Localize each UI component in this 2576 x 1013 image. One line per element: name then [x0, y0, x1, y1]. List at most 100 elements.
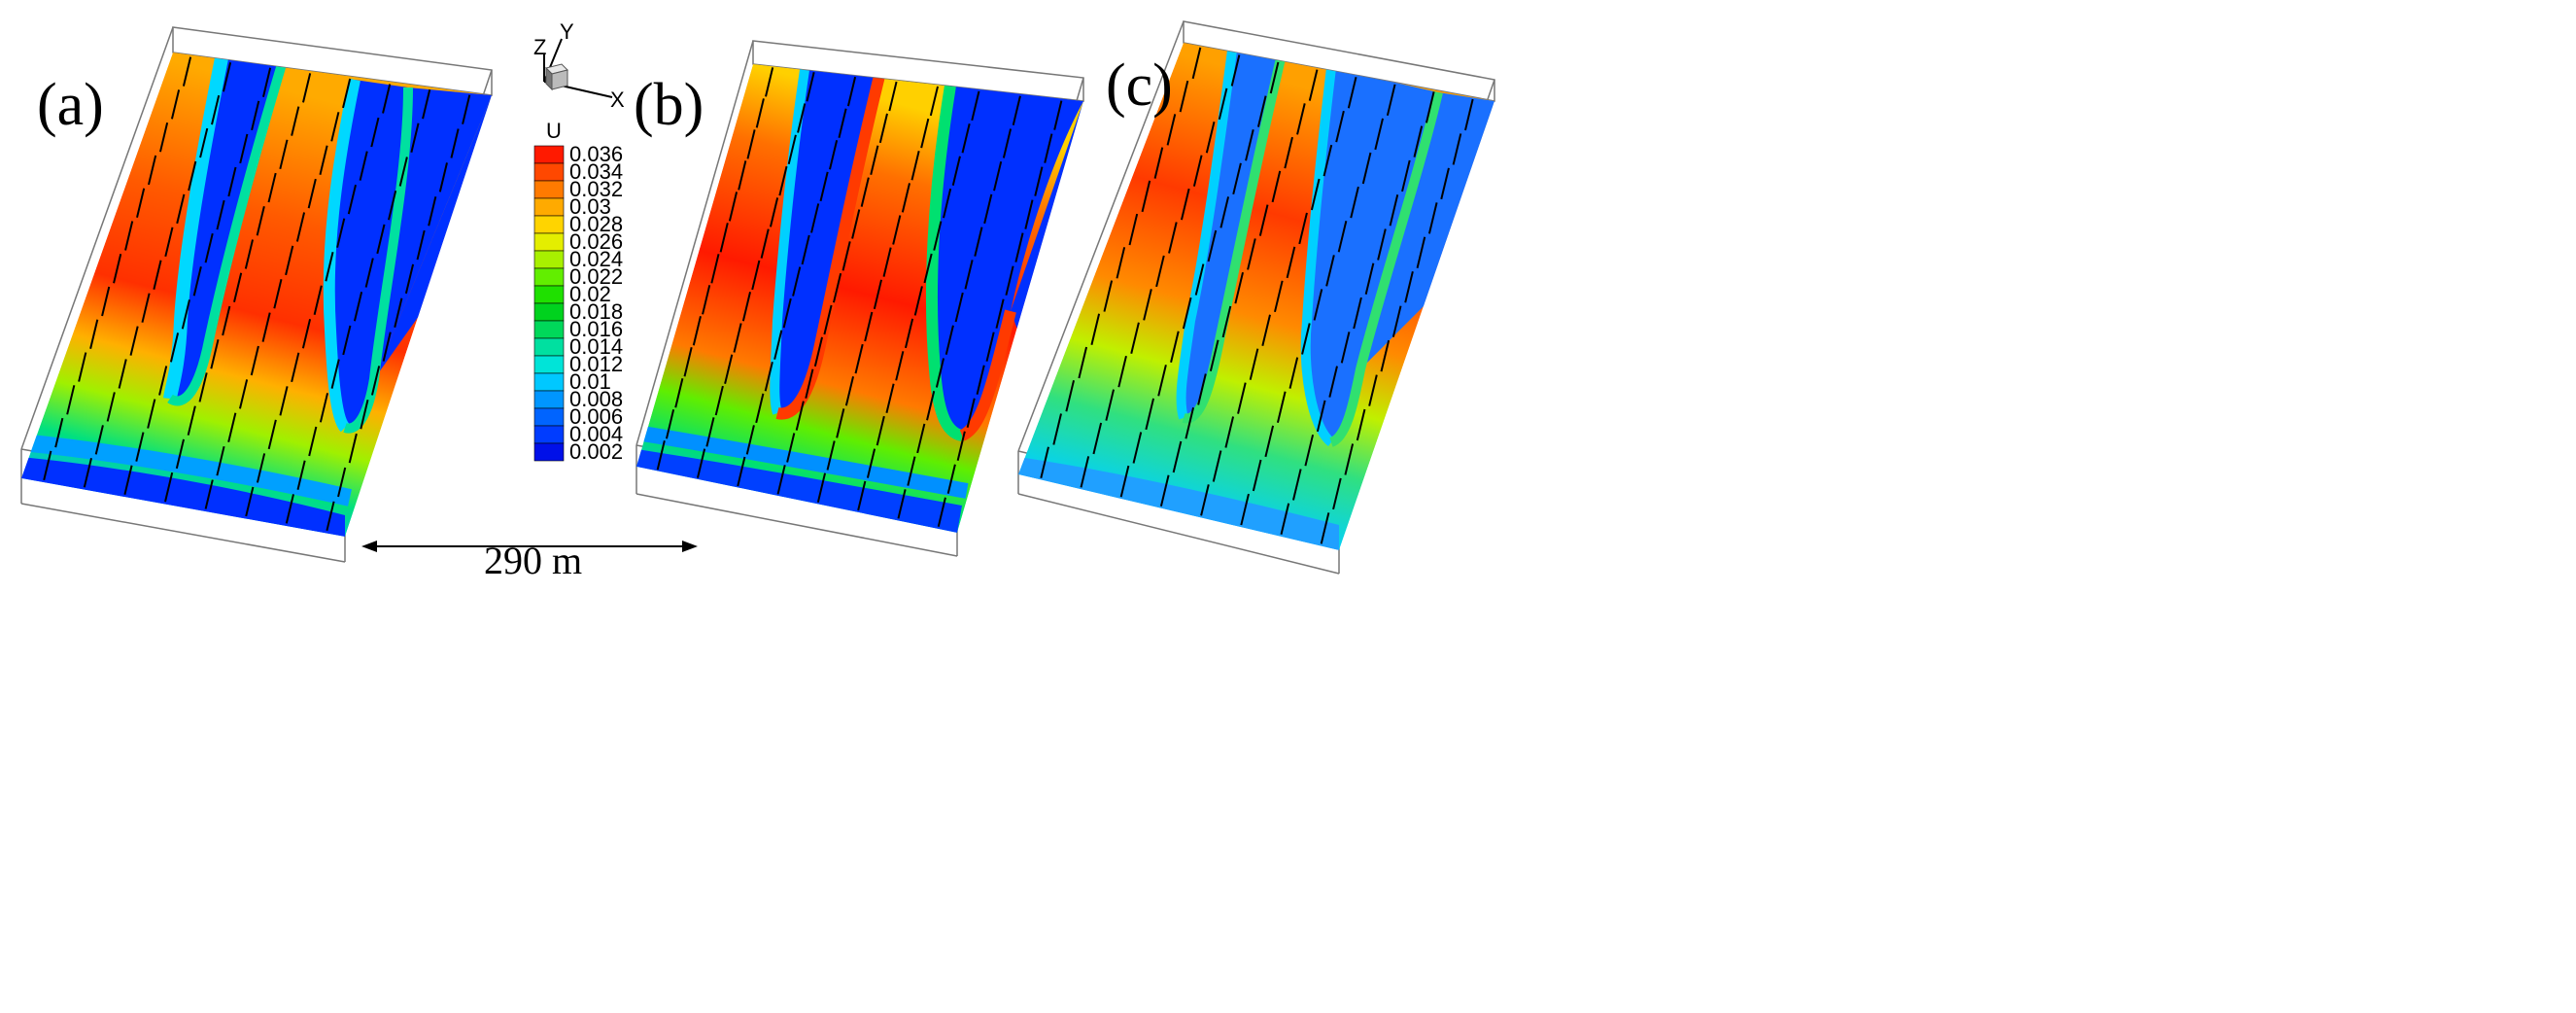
velocity-vector-tick: [933, 221, 943, 251]
velocity-vector-tick: [1185, 406, 1195, 439]
velocity-vector-tick: [801, 234, 810, 265]
velocity-vector-tick: [1325, 255, 1335, 287]
legend-swatch: [533, 197, 565, 217]
velocity-vector-tick: [1170, 331, 1180, 363]
velocity-vector-tick: [94, 425, 104, 455]
velocity-vector-tick: [106, 392, 116, 422]
velocity-vector-tick: [832, 272, 842, 303]
velocity-vector-tick: [43, 450, 52, 481]
velocity-vector-tick: [1308, 69, 1319, 101]
velocity-vector-tick: [765, 67, 774, 97]
velocity-vector-tick: [164, 472, 174, 503]
panel-b-label: (b): [634, 72, 704, 138]
velocity-vector-tick: [199, 127, 209, 158]
velocity-vector-tick: [438, 162, 448, 192]
velocity-vector-tick: [147, 399, 156, 429]
velocity-vector-tick: [1328, 366, 1338, 398]
velocity-vector-tick: [901, 183, 911, 213]
velocity-vector-tick: [1192, 155, 1203, 187]
velocity-vector-tick: [398, 157, 408, 187]
velocity-vector-tick: [964, 260, 974, 290]
velocity-vector-tick: [1224, 416, 1235, 448]
velocity-vector-tick: [946, 464, 956, 494]
velocity-vector-tick: [308, 426, 318, 457]
velocity-vector-tick: [929, 86, 939, 117]
y-axis-label: Y: [560, 19, 574, 44]
velocity-vector-tick: [450, 128, 460, 158]
velocity-vector-tick: [141, 293, 151, 323]
legend-swatch: [533, 355, 565, 374]
velocity-vector-tick: [737, 456, 746, 487]
velocity-vector-tick: [878, 113, 888, 144]
velocity-vector-tick: [410, 122, 420, 154]
velocity-vector-tick: [1368, 374, 1378, 406]
velocity-vector-tick: [353, 292, 363, 322]
velocity-vector-tick: [342, 78, 352, 109]
velocity-vector-tick: [797, 103, 807, 133]
velocity-vector-tick: [995, 298, 1005, 329]
velocity-vector-tick: [888, 81, 898, 112]
velocity-vector-tick: [724, 354, 734, 385]
velocity-vector-tick: [330, 112, 340, 142]
velocity-vector-tick: [1237, 382, 1247, 414]
panel-a-vector-ticks: [43, 56, 471, 532]
legend-level-label: 0.002: [569, 439, 623, 464]
velocity-vector-tick: [665, 409, 675, 439]
velocity-vector-tick: [1117, 355, 1127, 388]
velocity-vector-tick: [1261, 314, 1271, 346]
legend-swatch: [533, 162, 565, 182]
velocity-vector-tick: [1288, 357, 1299, 389]
velocity-vector-tick: [267, 419, 277, 450]
velocity-vector-tick: [1080, 456, 1090, 488]
legend-level-label: 0.028: [569, 212, 623, 236]
legend-level-label: 0.008: [569, 387, 623, 411]
z-axis-label: Z: [533, 35, 546, 59]
velocity-vector-tick: [227, 166, 237, 197]
velocity-vector-tick: [782, 297, 792, 329]
velocity-vector-tick: [330, 359, 340, 389]
velocity-vector-tick: [301, 319, 312, 349]
panel-a-label: (a): [37, 72, 104, 138]
panel-b-vector-ticks: [656, 67, 1063, 527]
velocity-vector-tick: [1182, 297, 1192, 330]
velocity-vector-tick: [326, 501, 335, 532]
velocity-vector-tick: [1340, 332, 1351, 364]
velocity-vector-tick: [1320, 512, 1330, 544]
velocity-vector-tick: [966, 398, 976, 428]
velocity-vector-tick: [1159, 474, 1170, 506]
velocity-vector-tick: [738, 160, 747, 191]
legend-swatch: [533, 285, 565, 304]
velocity-vector-tick: [1274, 280, 1284, 313]
velocity-vector-tick: [1130, 322, 1140, 354]
velocity-vector-tick: [1316, 400, 1326, 433]
velocity-vector-tick: [1044, 133, 1053, 163]
velocity-vector-tick: [1128, 213, 1139, 246]
velocity-vector-tick: [983, 193, 993, 225]
panel-b-contour-surface: [636, 64, 1083, 533]
legend-level-label: 0.022: [569, 264, 623, 289]
velocity-vector-tick: [169, 332, 180, 363]
velocity-vector-tick: [787, 134, 797, 165]
velocity-vector-tick: [1194, 263, 1205, 296]
velocity-vector-tick: [851, 209, 861, 239]
scale-arrow-right-icon: [682, 541, 698, 552]
velocity-vector-tick: [188, 160, 197, 192]
velocity-vector-tick: [751, 260, 761, 291]
velocity-vector-tick: [692, 316, 702, 346]
velocity-vector-tick: [239, 133, 249, 164]
velocity-vector-tick: [860, 177, 870, 207]
velocity-vector-tick: [916, 423, 926, 454]
velocity-vector-tick: [1119, 465, 1130, 498]
velocity-vector-tick: [422, 88, 431, 120]
velocity-vector-tick: [1166, 114, 1177, 146]
velocity-vector-tick: [846, 76, 857, 107]
velocity-vector-tick: [256, 206, 265, 236]
velocity-vector-tick: [1361, 152, 1372, 185]
velocity-vector-tick: [897, 489, 907, 519]
velocity-vector-tick: [813, 336, 824, 367]
velocity-vector-tick: [1298, 212, 1308, 245]
velocity-vector-tick: [394, 297, 403, 328]
panel-c-vector-ticks: [1040, 47, 1474, 544]
velocity-vector-tick: [1240, 493, 1250, 526]
velocity-vector-tick: [153, 260, 162, 290]
